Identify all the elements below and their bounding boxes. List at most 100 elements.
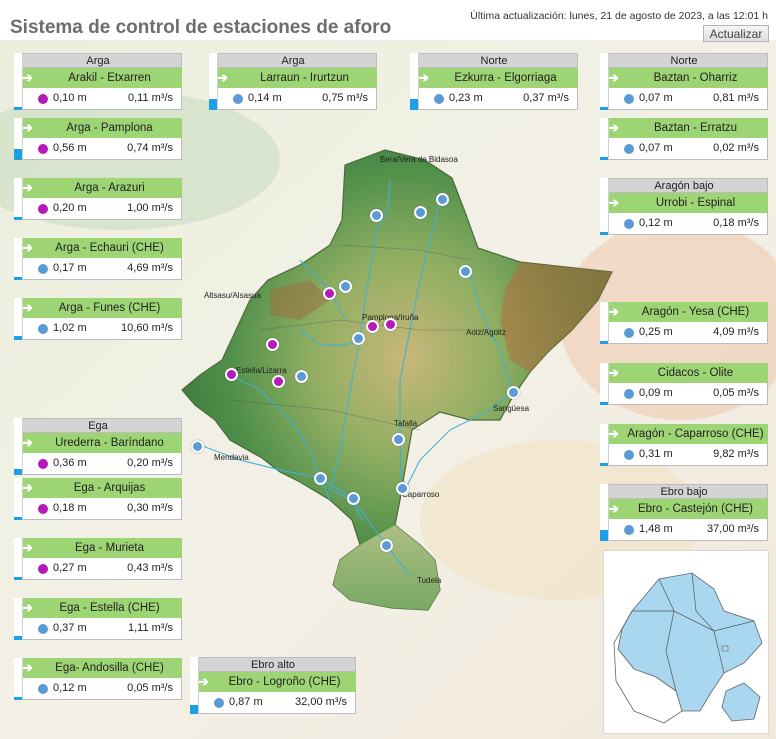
- station-pin-alert[interactable]: [266, 338, 279, 351]
- station-pin-alert[interactable]: [366, 320, 379, 333]
- station-pin[interactable]: [414, 206, 427, 219]
- status-dot-icon: [38, 459, 48, 469]
- level-gauge: [14, 538, 23, 580]
- station-river-bar[interactable]: ➔ Ezkurra - Elgorriaga: [410, 68, 578, 88]
- station-card-cidacos[interactable]: ➔ Cidacos - Olite 0,09 m 0,05 m³/s: [600, 363, 768, 405]
- station-river-bar[interactable]: ➔ Baztan - Oharriz: [600, 68, 768, 88]
- station-group-label: Norte: [600, 53, 768, 68]
- level-gauge-fill: [600, 341, 608, 344]
- station-card-urrobi[interactable]: Aragón bajo ➔ Urrobi - Espinal 0,12 m 0,…: [600, 178, 768, 235]
- label-tafalla: Tafalla: [394, 419, 418, 428]
- station-card-baztan-erratzu[interactable]: ➔ Baztan - Erratzu 0,07 m 0,02 m³/s: [600, 118, 768, 160]
- station-card-arakil[interactable]: Arga ➔ Arakil - Etxarren 0,10 m 0,11 m³/…: [14, 53, 182, 110]
- station-river-bar[interactable]: ➔ Cidacos - Olite: [600, 363, 768, 383]
- level-gauge-fill: [14, 107, 22, 110]
- station-river-bar[interactable]: ➔ Ega - Murieta: [14, 538, 182, 558]
- station-name: Arga - Funes (CHE): [58, 302, 161, 314]
- station-height: 1,02 m: [53, 322, 87, 334]
- level-gauge-fill: [14, 217, 22, 220]
- station-pin-alert[interactable]: [272, 375, 285, 388]
- station-river-bar[interactable]: ➔ Urrobi - Espinal: [600, 193, 768, 213]
- station-river-bar[interactable]: ➔ Ega- Andosilla (CHE): [14, 658, 182, 678]
- station-card-baztan-oharriz[interactable]: Norte ➔ Baztan - Oharriz 0,07 m 0,81 m³/…: [600, 53, 768, 110]
- station-river-bar[interactable]: ➔ Aragón - Yesa (CHE): [600, 302, 768, 322]
- status-dot-icon: [624, 328, 634, 338]
- station-flow: 0,74 m³/s: [127, 142, 173, 154]
- station-flow: 9,82 m³/s: [713, 448, 759, 460]
- station-pin[interactable]: [380, 539, 393, 552]
- station-river-bar[interactable]: ➔ Arga - Pamplona: [14, 118, 182, 138]
- station-card-ega-arquijas[interactable]: ➔ Ega - Arquijas 0,18 m 0,30 m³/s: [14, 478, 182, 520]
- status-dot-icon: [624, 450, 634, 460]
- station-name: Ega- Andosilla (CHE): [55, 662, 164, 674]
- refresh-button[interactable]: Actualizar: [703, 25, 769, 42]
- level-gauge-fill: [190, 705, 198, 714]
- station-pin-alert[interactable]: [225, 368, 238, 381]
- station-card-ebro-castejon[interactable]: Ebro bajo ➔ Ebro - Castejón (CHE) 1,48 m…: [600, 484, 768, 541]
- station-river-bar[interactable]: ➔ Ega - Estella (CHE): [14, 598, 182, 618]
- station-card-larraun[interactable]: Arga ➔ Larraun - Irurtzun 0,14 m 0,75 m³…: [209, 53, 377, 110]
- station-card-ezkurra[interactable]: Norte ➔ Ezkurra - Elgorriaga 0,23 m 0,37…: [410, 53, 578, 110]
- station-flow: 0,18 m³/s: [713, 217, 759, 229]
- station-river-bar[interactable]: ➔ Ebro - Logroño (CHE): [190, 672, 356, 692]
- station-pin[interactable]: [295, 370, 308, 383]
- station-river-bar[interactable]: ➔ Baztan - Erratzu: [600, 118, 768, 138]
- station-river-bar[interactable]: ➔ Arakil - Etxarren: [14, 68, 182, 88]
- station-card-ebro-logrono[interactable]: Ebro alto ➔ Ebro - Logroño (CHE) 0,87 m …: [190, 657, 356, 714]
- station-pin[interactable]: [507, 386, 520, 399]
- station-pin[interactable]: [370, 209, 383, 222]
- station-pin[interactable]: [347, 492, 360, 505]
- station-river-bar[interactable]: ➔ Larraun - Irurtzun: [209, 68, 377, 88]
- status-dot-icon: [38, 504, 48, 514]
- station-pin-alert[interactable]: [384, 318, 397, 331]
- station-values: 0,31 m 9,82 m³/s: [600, 444, 768, 466]
- station-pin[interactable]: [352, 332, 365, 345]
- station-values: 0,14 m 0,75 m³/s: [209, 88, 377, 110]
- station-card-arga-pamplona[interactable]: ➔ Arga - Pamplona 0,56 m 0,74 m³/s: [14, 118, 182, 160]
- station-pin[interactable]: [314, 472, 327, 485]
- station-height: 0,87 m: [229, 696, 263, 708]
- station-river-bar[interactable]: ➔ Aragón - Caparroso (CHE): [600, 424, 768, 444]
- level-gauge: [14, 598, 23, 640]
- station-pin[interactable]: [191, 440, 204, 453]
- station-pin[interactable]: [339, 280, 352, 293]
- station-name: Ega - Estella (CHE): [59, 602, 160, 614]
- arrow-right-icon: ➔: [418, 70, 429, 85]
- station-card-ega-murieta[interactable]: ➔ Ega - Murieta 0,27 m 0,43 m³/s: [14, 538, 182, 580]
- station-pin[interactable]: [436, 193, 449, 206]
- station-pin[interactable]: [396, 482, 409, 495]
- status-dot-icon: [38, 264, 48, 274]
- station-name: Aragón - Yesa (CHE): [641, 306, 750, 318]
- station-flow: 0,43 m³/s: [127, 562, 173, 574]
- arrow-right-icon: ➔: [22, 300, 33, 315]
- level-gauge-fill: [600, 157, 608, 160]
- station-group-label: Ega: [14, 418, 182, 433]
- station-name: Larraun - Irurtzun: [260, 72, 349, 84]
- station-river-bar[interactable]: ➔ Arga - Funes (CHE): [14, 298, 182, 318]
- label-caparroso: Caparroso: [402, 490, 440, 499]
- station-card-aragon-caparroso[interactable]: ➔ Aragón - Caparroso (CHE) 0,31 m 9,82 m…: [600, 424, 768, 466]
- station-pin[interactable]: [459, 265, 472, 278]
- station-river-bar[interactable]: ➔ Ebro - Castejón (CHE): [600, 499, 768, 519]
- label-aoiz: Aoiz/Agoitz: [466, 328, 507, 337]
- station-name: Baztan - Erratzu: [653, 122, 738, 134]
- station-values: 0,10 m 0,11 m³/s: [14, 88, 182, 110]
- station-card-arga-arazuri[interactable]: ➔ Arga - Arazuri 0,20 m 1,00 m³/s: [14, 178, 182, 220]
- status-dot-icon: [38, 564, 48, 574]
- station-card-ega-andosilla[interactable]: ➔ Ega- Andosilla (CHE) 0,12 m 0,05 m³/s: [14, 658, 182, 700]
- level-gauge: [600, 302, 609, 344]
- level-gauge: [600, 484, 609, 541]
- station-name: Arga - Echauri (CHE): [55, 242, 164, 254]
- station-pin[interactable]: [392, 433, 405, 446]
- station-height: 0,09 m: [639, 387, 673, 399]
- station-pin-alert[interactable]: [323, 287, 336, 300]
- station-river-bar[interactable]: ➔ Arga - Echauri (CHE): [14, 238, 182, 258]
- station-card-ega-estella[interactable]: ➔ Ega - Estella (CHE) 0,37 m 1,11 m³/s: [14, 598, 182, 640]
- station-card-aragon-yesa[interactable]: ➔ Aragón - Yesa (CHE) 0,25 m 4,09 m³/s: [600, 302, 768, 344]
- station-card-arga-echauri[interactable]: ➔ Arga - Echauri (CHE) 0,17 m 4,69 m³/s: [14, 238, 182, 280]
- station-river-bar[interactable]: ➔ Ega - Arquijas: [14, 478, 182, 498]
- station-card-arga-funes[interactable]: ➔ Arga - Funes (CHE) 1,02 m 10,60 m³/s: [14, 298, 182, 340]
- station-river-bar[interactable]: ➔ Urederra - Baríndano: [14, 433, 182, 453]
- station-card-urederra[interactable]: Ega ➔ Urederra - Baríndano 0,36 m 0,20 m…: [14, 418, 182, 475]
- station-river-bar[interactable]: ➔ Arga - Arazuri: [14, 178, 182, 198]
